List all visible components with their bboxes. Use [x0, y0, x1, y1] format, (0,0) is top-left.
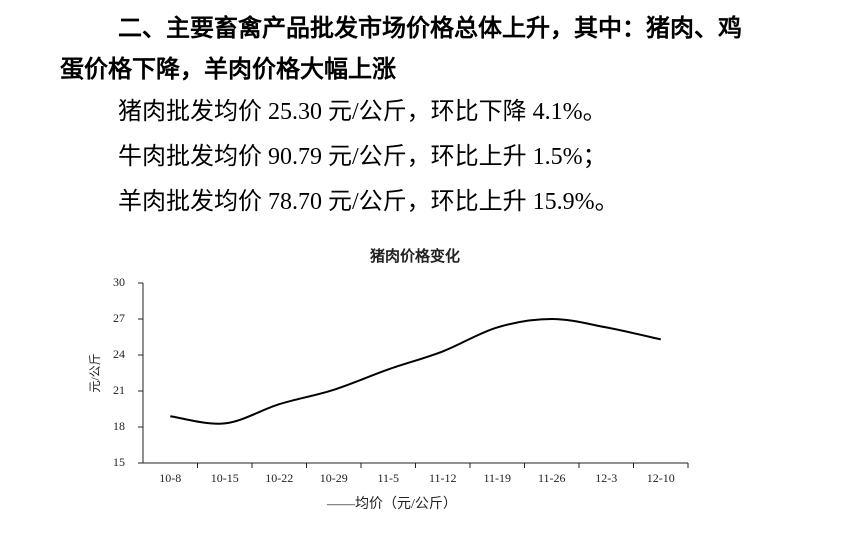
x-tick-label: 12-10: [647, 471, 675, 485]
line-series: [170, 317, 661, 425]
x-tick-label: 12-3: [595, 471, 617, 485]
y-tick-label: 30: [113, 275, 125, 289]
x-tick-label: 11-19: [483, 471, 511, 485]
document: 二、主要畜禽产品批发市场价格总体上升，其中：猪肉、鸡蛋价格下降，羊肉价格大幅上涨…: [60, 8, 760, 225]
x-tick-label: 10-8: [159, 471, 181, 485]
paragraph: 猪肉批发均价 25.30 元/公斤，环比下降 4.1%。: [118, 99, 607, 125]
x-tick-label: 10-22: [265, 471, 293, 485]
legend-label: ——均价（元/公斤）: [326, 496, 457, 512]
paragraph: 羊肉批发均价 78.70 元/公斤，环比上升 15.9%。: [118, 189, 619, 215]
y-tick-label: 15: [113, 455, 125, 469]
paragraph: 牛肉批发均价 90.79 元/公斤，环比上升 1.5%；: [118, 144, 607, 170]
y-tick-label: 18: [113, 419, 125, 433]
x-tick-label: 10-15: [211, 471, 239, 485]
chart-title: 猪肉价格变化: [369, 247, 460, 265]
y-axis-label: 元/公斤: [88, 353, 102, 392]
heading: 二、主要畜禽产品批发市场价格总体上升，其中：猪肉、鸡蛋价格下降，羊肉价格大幅上涨: [60, 15, 742, 83]
y-tick-label: 27: [113, 311, 125, 325]
y-tick-label: 21: [113, 383, 125, 397]
y-tick-label: 24: [113, 347, 125, 361]
x-tick-label: 10-29: [320, 471, 348, 485]
x-tick-label: 11-5: [377, 471, 399, 485]
x-tick-label: 11-26: [538, 471, 566, 485]
x-tick-label: 11-12: [429, 471, 457, 485]
